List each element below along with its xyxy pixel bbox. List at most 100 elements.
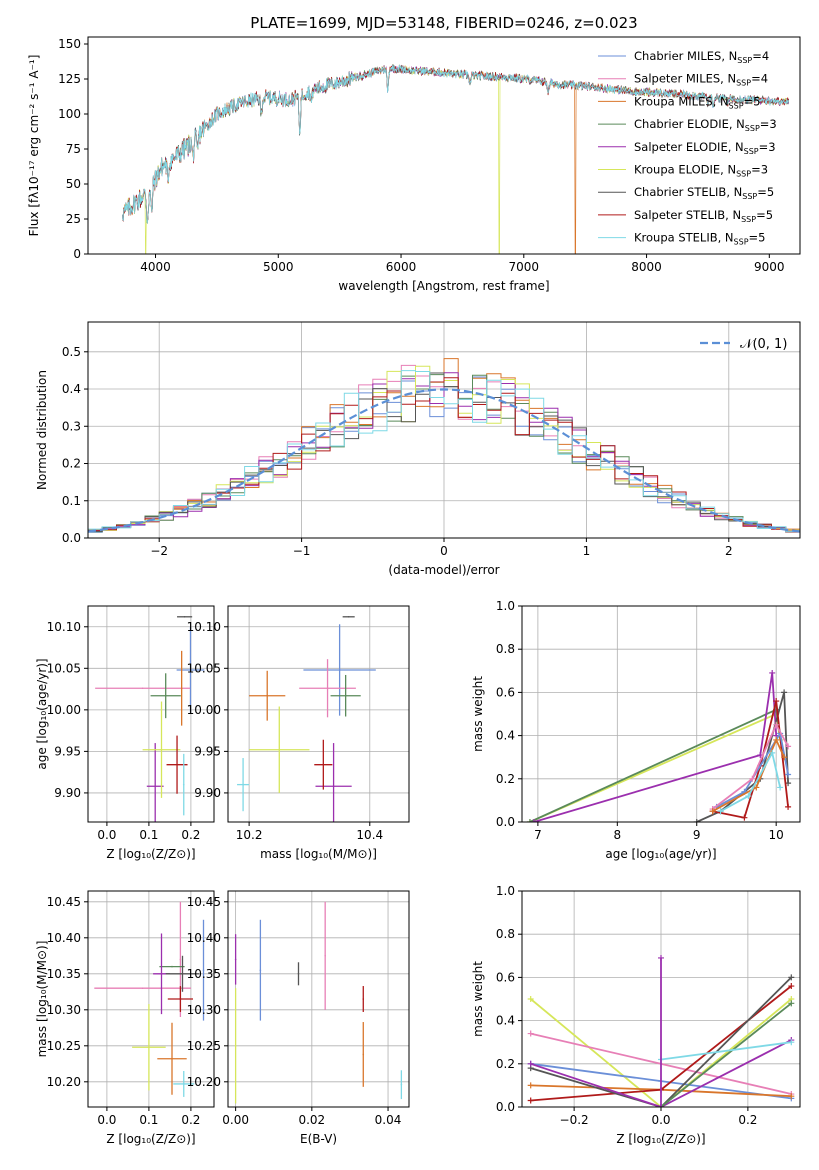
y-tick-label: 10.05 — [47, 661, 81, 675]
y-tick-label: 100 — [58, 107, 81, 121]
y-tick-label: 125 — [58, 72, 81, 86]
y-tick-label: 10.05 — [187, 661, 221, 675]
axes-frame — [521, 605, 801, 823]
x-tick-label: 0.0 — [97, 1113, 116, 1127]
y-axis-label: age [log₁₀(age/yr)] — [35, 658, 49, 769]
data-point — [344, 694, 347, 697]
series-line-chabrier_stelib — [530, 976, 792, 1107]
x-tick-label: 0.2 — [738, 1113, 757, 1127]
legend-entry: Kroupa ELODIE, NSSP=3 — [634, 163, 768, 179]
y-tick-label: 0.4 — [496, 729, 515, 743]
x-tick-label: 0.2 — [181, 1113, 200, 1127]
data-point — [297, 973, 300, 975]
data-point — [160, 973, 163, 975]
series-marker — [526, 819, 533, 822]
x-tick-label: 8 — [613, 828, 621, 842]
legend: Chabrier MILES, NSSP=4 Salpeter MILES, NS… — [598, 49, 777, 247]
data-point — [179, 998, 182, 1000]
legend-entry: Chabrier ELODIE, NSSP=3 — [634, 117, 777, 133]
series-marker — [741, 814, 748, 821]
spectrum-line-kroupa_stelib — [122, 64, 790, 224]
legend-entry: Chabrier STELIB, NSSP=5 — [634, 185, 774, 201]
legend-entry: Salpeter MILES, NSSP=4 — [634, 72, 768, 88]
series-marker — [745, 793, 752, 800]
series-line-salpeter_elodie — [530, 1039, 792, 1107]
y-tick-label: 0.2 — [62, 457, 81, 471]
series-marker — [658, 954, 664, 961]
series-marker — [769, 669, 776, 676]
series-line-chabrier_elodie — [660, 1002, 792, 1107]
x-axis-label: (data-model)/error — [388, 563, 499, 577]
y-tick-label: 10.45 — [47, 895, 81, 909]
legend-entry: Salpeter STELIB, NSSP=5 — [634, 208, 773, 224]
series-line-chabrier_elodie — [529, 708, 781, 822]
x-axis-label: wavelength [Angstrom, rest frame] — [338, 279, 549, 293]
series-marker — [785, 743, 792, 750]
legend-entry: Salpeter ELODIE, NSSP=3 — [634, 140, 776, 156]
y-axis-label: mass [log₁₀(M/M⊙)] — [35, 941, 49, 1058]
data-point — [183, 616, 186, 618]
series-marker — [717, 808, 724, 815]
series-marker — [773, 698, 780, 705]
data-point — [266, 694, 269, 697]
series-marker — [527, 996, 534, 1002]
data-point — [347, 616, 350, 618]
legend-entry: Chabrier MILES, NSSP=4 — [634, 49, 769, 65]
plot-area — [237, 616, 376, 822]
series-marker — [788, 1000, 795, 1007]
y-tick-label: 0.5 — [62, 345, 81, 359]
plot-area — [527, 954, 795, 1107]
y-tick-label: 1.0 — [496, 884, 515, 898]
series-marker — [530, 819, 537, 822]
data-point — [326, 687, 329, 690]
data-point — [362, 998, 365, 1000]
legend-entry: 𝒩(0, 1) — [740, 337, 787, 352]
y-tick-label: 10.30 — [187, 1003, 221, 1017]
legend-entry: Kroupa MILES, NSSP=5 — [634, 94, 760, 110]
y-tick-label: 10.30 — [47, 1003, 81, 1017]
x-tick-label: 0.2 — [181, 828, 200, 842]
x-tick-label: −1 — [293, 544, 311, 558]
x-tick-label: 0.1 — [139, 1113, 158, 1127]
data-point — [234, 1045, 237, 1047]
data-point — [181, 973, 184, 975]
data-point — [242, 783, 244, 786]
data-point — [176, 763, 178, 766]
axes-3: 0.0 0.1 0.2 9.90 9.95 10.00 10.05 10.10 Z [log₁₀… — [35, 605, 215, 861]
x-tick-label: −2 — [150, 544, 168, 558]
series-marker — [527, 1097, 534, 1104]
series-marker — [753, 784, 760, 791]
y-tick-label: 9.95 — [54, 744, 81, 758]
x-tick-label: 9000 — [754, 260, 785, 274]
data-point — [164, 694, 167, 697]
y-tick-label: 10.10 — [47, 620, 81, 634]
series-marker — [773, 721, 780, 728]
data-point — [362, 1053, 365, 1056]
y-tick-label: 0 — [73, 247, 81, 261]
data-point — [182, 783, 185, 786]
data-point — [180, 687, 183, 690]
plot-area — [122, 64, 790, 254]
axes-frame — [87, 605, 215, 823]
plot-area — [94, 901, 205, 1097]
series-marker — [781, 754, 788, 761]
series-marker — [749, 775, 756, 782]
data-point — [278, 748, 281, 751]
plot-area — [88, 358, 800, 534]
normal-curve — [88, 388, 800, 533]
y-tick-label: 75 — [66, 142, 81, 156]
y-tick-label: 0.6 — [496, 970, 515, 984]
series-marker — [527, 1060, 534, 1067]
x-tick-label: 0.00 — [222, 1113, 249, 1127]
y-tick-label: 0.4 — [496, 1014, 515, 1028]
y-tick-label: 150 — [58, 37, 81, 51]
x-tick-label: 0.0 — [651, 1113, 670, 1127]
y-axis-label: mass weight — [471, 961, 485, 1037]
x-tick-label: 10.2 — [236, 828, 263, 842]
y-tick-label: 0.0 — [496, 815, 515, 829]
axes-frame — [227, 605, 410, 823]
series-line-kroupa_stelib — [720, 750, 781, 812]
series-line-kroupa_stelib — [660, 1041, 792, 1061]
series-line-kroupa_elodie — [530, 998, 792, 1107]
series-marker — [777, 784, 784, 791]
